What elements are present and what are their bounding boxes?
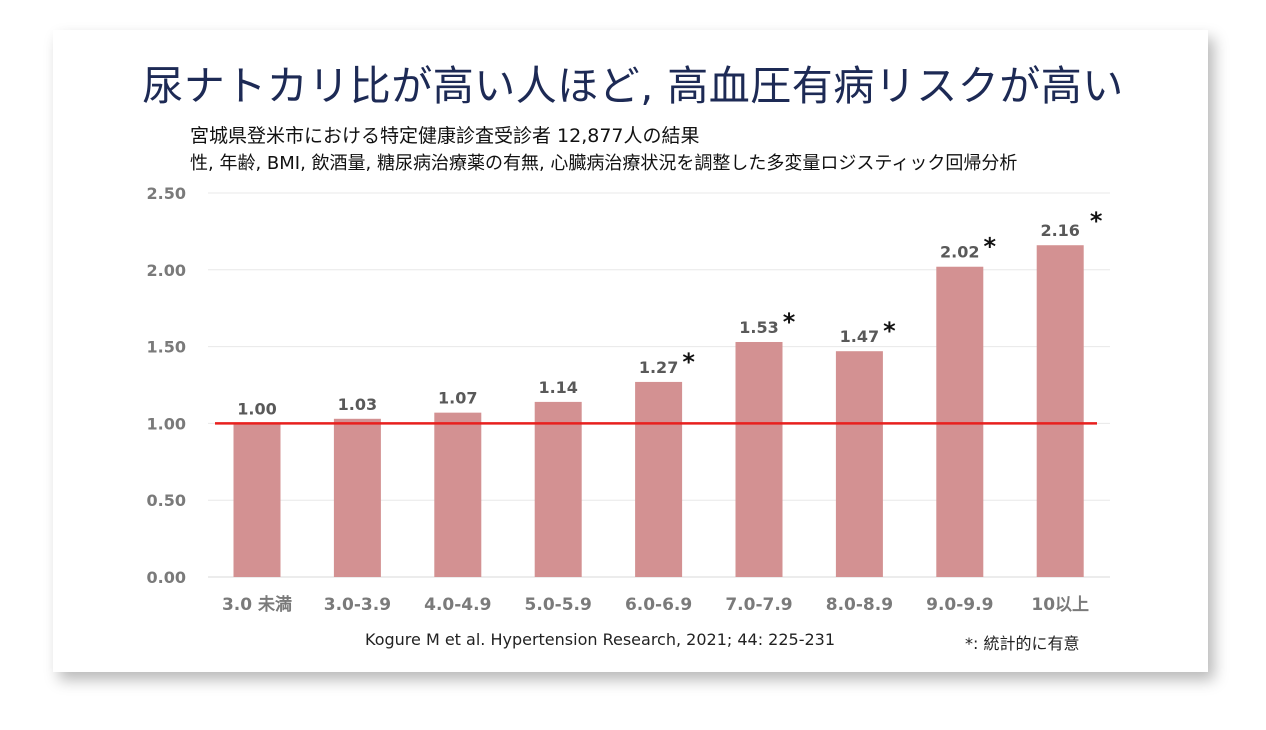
significance-marker: * bbox=[1090, 207, 1103, 235]
bar bbox=[233, 423, 281, 577]
data-label: 1.00 bbox=[237, 399, 276, 418]
bar bbox=[434, 412, 482, 577]
bar bbox=[735, 341, 783, 577]
x-tick-label: 4.0-4.9 bbox=[424, 595, 491, 615]
data-label: 1.53 bbox=[739, 318, 778, 337]
data-label: 1.03 bbox=[338, 395, 377, 414]
x-tick-label: 5.0-5.9 bbox=[525, 595, 592, 615]
bar bbox=[936, 266, 984, 577]
significance-marker: * bbox=[682, 348, 695, 376]
x-tick-label: 9.0-9.9 bbox=[926, 595, 993, 615]
data-label: 2.02 bbox=[940, 243, 979, 262]
data-label: 2.16 bbox=[1040, 221, 1079, 240]
significance-note: *: 統計的に有意 bbox=[965, 634, 1080, 653]
y-tick-label: 1.00 bbox=[147, 414, 186, 433]
chart-subtitle-1: 宮城県登米市における特定健康診査受診者 12,877人の結果 bbox=[190, 125, 700, 147]
significance-marker: * bbox=[783, 308, 796, 336]
bar bbox=[534, 401, 582, 577]
chart-title: 尿ナトカリ比が高い人ほど, 高血圧有病リスクが高い bbox=[142, 62, 1124, 110]
chart-subtitle-2: 性, 年齢, BMI, 飲酒量, 糖尿病治療薬の有無, 心臓病治療状況を調整した… bbox=[190, 153, 1018, 174]
bar bbox=[1036, 245, 1084, 577]
significance-marker: * bbox=[984, 233, 997, 261]
x-tick-label: 8.0-8.9 bbox=[826, 595, 893, 615]
y-tick-label: 1.50 bbox=[147, 338, 186, 357]
y-tick-label: 0.00 bbox=[147, 568, 186, 587]
x-tick-label: 3.0-3.9 bbox=[324, 595, 391, 615]
y-tick-label: 2.00 bbox=[147, 261, 186, 280]
bar bbox=[635, 381, 683, 577]
x-tick-label: 7.0-7.9 bbox=[725, 595, 792, 615]
x-tick-label: 10以上 bbox=[1031, 595, 1089, 615]
x-tick-label: 3.0 未満 bbox=[222, 594, 292, 615]
significance-marker: * bbox=[883, 317, 896, 345]
data-label: 1.14 bbox=[538, 378, 577, 397]
data-label: 1.47 bbox=[840, 327, 879, 346]
data-label: 1.07 bbox=[438, 389, 477, 408]
data-label: 1.27 bbox=[639, 358, 678, 377]
bar bbox=[333, 418, 381, 577]
y-tick-label: 0.50 bbox=[147, 491, 186, 510]
citation: Kogure M et al. Hypertension Research, 2… bbox=[365, 630, 836, 649]
y-tick-label: 2.50 bbox=[147, 184, 186, 203]
x-tick-label: 6.0-6.9 bbox=[625, 595, 692, 615]
bar bbox=[835, 351, 883, 577]
